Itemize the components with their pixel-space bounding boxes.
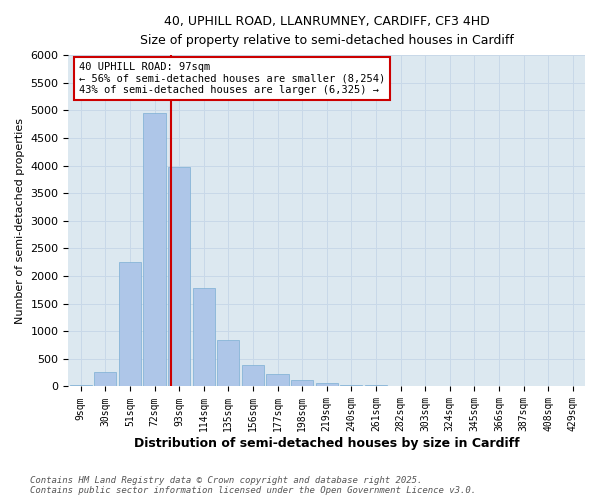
Y-axis label: Number of semi-detached properties: Number of semi-detached properties xyxy=(15,118,25,324)
Bar xyxy=(217,340,239,386)
Bar xyxy=(193,288,215,386)
Title: 40, UPHILL ROAD, LLANRUMNEY, CARDIFF, CF3 4HD
Size of property relative to semi-: 40, UPHILL ROAD, LLANRUMNEY, CARDIFF, CF… xyxy=(140,15,514,47)
Bar xyxy=(316,383,338,386)
Bar xyxy=(94,372,116,386)
Bar xyxy=(119,262,141,386)
Bar xyxy=(168,167,190,386)
Text: 40 UPHILL ROAD: 97sqm
← 56% of semi-detached houses are smaller (8,254)
43% of s: 40 UPHILL ROAD: 97sqm ← 56% of semi-deta… xyxy=(79,62,385,95)
Text: Contains HM Land Registry data © Crown copyright and database right 2025.
Contai: Contains HM Land Registry data © Crown c… xyxy=(30,476,476,495)
Bar xyxy=(242,365,264,386)
Bar xyxy=(266,374,289,386)
Bar xyxy=(340,384,362,386)
Bar xyxy=(143,113,166,386)
Bar xyxy=(291,380,313,386)
Bar xyxy=(70,385,92,386)
X-axis label: Distribution of semi-detached houses by size in Cardiff: Distribution of semi-detached houses by … xyxy=(134,437,520,450)
